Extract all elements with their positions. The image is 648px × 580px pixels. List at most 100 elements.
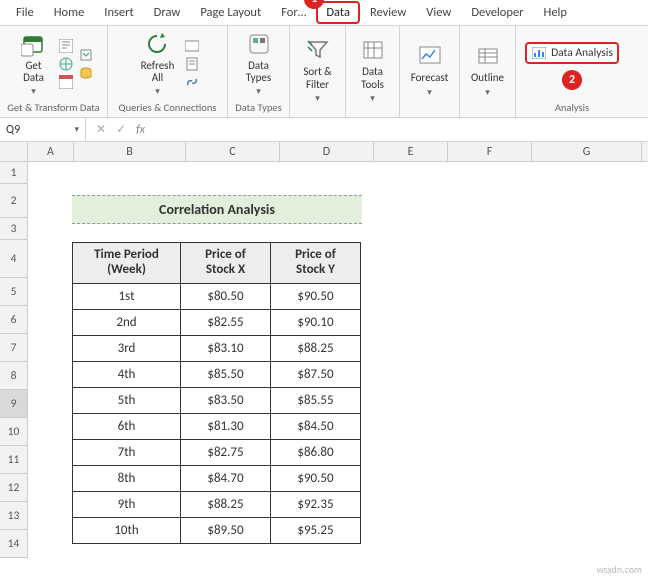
col-head-B[interactable]: B bbox=[74, 142, 186, 161]
select-all-corner[interactable] bbox=[0, 142, 28, 161]
row-head-6[interactable]: 6 bbox=[0, 306, 28, 334]
row-head-10[interactable]: 10 bbox=[0, 418, 28, 446]
enter-icon[interactable]: ✓ bbox=[116, 122, 126, 137]
table-cell[interactable]: $84.50 bbox=[271, 413, 361, 439]
tab-draw[interactable]: Draw bbox=[144, 1, 191, 24]
table-cell[interactable]: $82.55 bbox=[181, 309, 271, 335]
fx-icon[interactable]: fx bbox=[136, 123, 145, 137]
table-cell[interactable]: $81.30 bbox=[181, 413, 271, 439]
data-types-label: Data Types bbox=[246, 60, 271, 84]
properties-icon[interactable] bbox=[184, 56, 200, 72]
row-head-13[interactable]: 13 bbox=[0, 502, 28, 530]
table-cell[interactable]: 9th bbox=[73, 491, 181, 517]
tab-file[interactable]: File bbox=[6, 1, 44, 24]
table-cell[interactable]: $83.10 bbox=[181, 335, 271, 361]
tab-help[interactable]: Help bbox=[534, 1, 577, 24]
table-cell[interactable]: $86.80 bbox=[271, 439, 361, 465]
queries-icon[interactable] bbox=[184, 38, 200, 54]
table-cell[interactable]: 6th bbox=[73, 413, 181, 439]
tab-review[interactable]: Review bbox=[360, 1, 416, 24]
formula-bar: Q9 ▾ ✕ ✓ fx bbox=[0, 118, 648, 142]
data-analysis-label: Data Analysis bbox=[551, 46, 613, 60]
from-text-icon[interactable] bbox=[58, 38, 74, 54]
table-row: 10th$89.50$95.25 bbox=[73, 517, 361, 543]
table-cell[interactable]: 5th bbox=[73, 387, 181, 413]
from-table-icon[interactable] bbox=[58, 74, 74, 90]
from-web-icon[interactable] bbox=[58, 56, 74, 72]
table-cell[interactable]: $95.25 bbox=[271, 517, 361, 543]
sheet-title: Correlation Analysis bbox=[72, 195, 362, 224]
table-cell[interactable]: $88.25 bbox=[181, 491, 271, 517]
table-cell[interactable]: $80.50 bbox=[181, 283, 271, 309]
group-label-data-types: Data Types bbox=[232, 99, 285, 117]
forecast-button[interactable]: Forecast ▾ bbox=[405, 40, 455, 99]
col-head-E[interactable]: E bbox=[374, 142, 448, 161]
table-cell[interactable]: $90.10 bbox=[271, 309, 361, 335]
table-row: 7th$82.75$86.80 bbox=[73, 439, 361, 465]
tab-insert[interactable]: Insert bbox=[94, 1, 143, 24]
row-head-7[interactable]: 7 bbox=[0, 334, 28, 362]
table-cell[interactable]: $84.70 bbox=[181, 465, 271, 491]
table-cell[interactable]: $85.50 bbox=[181, 361, 271, 387]
col-head-C[interactable]: C bbox=[186, 142, 280, 161]
col-head-A[interactable]: A bbox=[28, 142, 74, 161]
existing-conn-icon[interactable] bbox=[78, 65, 94, 81]
table-cell[interactable]: 8th bbox=[73, 465, 181, 491]
recent-sources-icon[interactable] bbox=[78, 47, 94, 63]
table-cell[interactable]: 7th bbox=[73, 439, 181, 465]
chevron-down-icon: ▾ bbox=[315, 93, 320, 104]
watermark: wsxdn.com bbox=[597, 563, 642, 576]
cancel-icon[interactable]: ✕ bbox=[96, 122, 106, 137]
refresh-all-button[interactable]: Refresh All ▾ bbox=[135, 28, 181, 99]
table-cell[interactable]: $90.50 bbox=[271, 283, 361, 309]
data-analysis-button[interactable]: Data Analysis bbox=[525, 42, 619, 64]
tab-page-layout[interactable]: Page Layout bbox=[190, 1, 271, 24]
outline-label: Outline bbox=[471, 72, 504, 84]
row-head-3[interactable]: 3 bbox=[0, 218, 28, 240]
row-head-5[interactable]: 5 bbox=[0, 278, 28, 306]
edit-links-icon[interactable] bbox=[184, 74, 200, 90]
tab-view[interactable]: View bbox=[416, 1, 461, 24]
table-cell[interactable]: $83.50 bbox=[181, 387, 271, 413]
data-types-icon bbox=[245, 30, 273, 58]
row-head-2[interactable]: 2 bbox=[0, 184, 28, 218]
table-cell[interactable]: $88.25 bbox=[271, 335, 361, 361]
group-label-analysis: Analysis bbox=[520, 99, 624, 117]
table-row: 4th$85.50$87.50 bbox=[73, 361, 361, 387]
row-headers: 1234567891011121314 bbox=[0, 162, 28, 558]
table-cell[interactable]: $82.75 bbox=[181, 439, 271, 465]
row-head-12[interactable]: 12 bbox=[0, 474, 28, 502]
data-table-header-time: Time Period (Week) bbox=[73, 243, 181, 284]
table-cell[interactable]: $90.50 bbox=[271, 465, 361, 491]
table-cell[interactable]: 10th bbox=[73, 517, 181, 543]
table-cell[interactable]: 4th bbox=[73, 361, 181, 387]
tab-developer[interactable]: Developer bbox=[461, 1, 533, 24]
row-head-4[interactable]: 4 bbox=[0, 240, 28, 278]
tab-data[interactable]: 1 Data bbox=[316, 1, 360, 24]
sort-filter-button[interactable]: Sort & Filter ▾ bbox=[297, 34, 337, 105]
row-head-1[interactable]: 1 bbox=[0, 162, 28, 184]
data-types-button[interactable]: Data Types ▾ bbox=[239, 28, 279, 99]
row-head-8[interactable]: 8 bbox=[0, 362, 28, 390]
get-data-small-buttons bbox=[58, 38, 74, 90]
get-data-button[interactable]: Get Data ▾ bbox=[14, 28, 54, 99]
outline-button[interactable]: Outline ▾ bbox=[465, 40, 510, 99]
ribbon: Get Data ▾ Get & Transform Data Refresh … bbox=[0, 26, 648, 118]
table-cell[interactable]: $92.35 bbox=[271, 491, 361, 517]
row-head-11[interactable]: 11 bbox=[0, 446, 28, 474]
col-head-F[interactable]: F bbox=[448, 142, 532, 161]
name-box[interactable]: Q9 ▾ bbox=[0, 118, 86, 141]
col-head-D[interactable]: D bbox=[280, 142, 374, 161]
table-cell[interactable]: $87.50 bbox=[271, 361, 361, 387]
data-tools-button[interactable]: Data Tools ▾ bbox=[353, 34, 393, 105]
table-cell[interactable]: $85.55 bbox=[271, 387, 361, 413]
table-cell[interactable]: $89.50 bbox=[181, 517, 271, 543]
table-cell[interactable]: 3rd bbox=[73, 335, 181, 361]
cells-area[interactable]: Correlation Analysis Time Period (Week) … bbox=[28, 162, 648, 558]
col-head-G[interactable]: G bbox=[532, 142, 642, 161]
table-cell[interactable]: 1st bbox=[73, 283, 181, 309]
row-head-14[interactable]: 14 bbox=[0, 530, 28, 558]
table-cell[interactable]: 2nd bbox=[73, 309, 181, 335]
tab-home[interactable]: Home bbox=[44, 1, 95, 24]
row-head-9[interactable]: 9 bbox=[0, 390, 28, 418]
